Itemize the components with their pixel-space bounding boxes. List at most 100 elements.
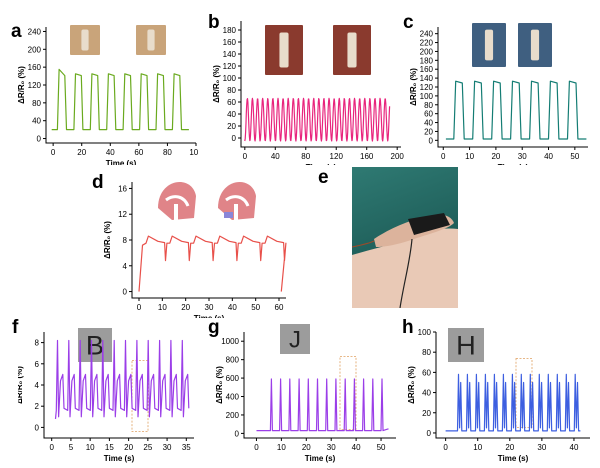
axes-b [240, 21, 401, 148]
handwriting-card-h: H [448, 328, 484, 362]
axes-a [45, 27, 196, 144]
handwritten-letter-f: B [86, 330, 104, 361]
head-anatomy-icon-1 [158, 182, 196, 220]
xlabel-g: Time (s) [305, 454, 336, 463]
ytick-label-b: 120 [223, 62, 237, 71]
ytick-label-g: 1000 [221, 337, 239, 346]
chart-b: 0 20 40 60 80 100 120 140 160 180 0 40 80 120 160 200 Ti… [213, 21, 405, 165]
axes-h [435, 332, 590, 439]
xtick-label-a: 60 [134, 148, 143, 157]
xlabel-b: Time (s) [306, 163, 337, 165]
ytick-label-b: 160 [223, 38, 237, 47]
xtick-label-c: 0 [441, 152, 446, 161]
xlabel-d: Time (s) [194, 314, 225, 318]
xtick-label-d: 50 [251, 303, 260, 312]
head-anatomy-icon-2 [218, 182, 256, 220]
ytick-label-b: 80 [227, 86, 236, 95]
highlight-box-g [339, 355, 357, 430]
ytick-label-b: 20 [227, 122, 236, 131]
panel-letter-a: a [11, 21, 22, 42]
ytick-label-a: 120 [28, 81, 42, 90]
ytick-label-d: 16 [118, 184, 127, 193]
xtick-label-f: 35 [182, 443, 191, 452]
xtick-label-h: 20 [505, 443, 514, 452]
ylabel-c: ΔR/R₀ (%) [410, 68, 418, 106]
photo-c-1 [472, 23, 506, 67]
chart-a: 0 40 80 120 160 200 240 0 20 40 60 80 100 Time (s) ΔR/… [18, 25, 198, 165]
ylabel-d: ΔR/R₀ (%) [103, 221, 112, 259]
xlabel-f: Time (s) [104, 454, 135, 463]
handwriting-card-f: B [78, 328, 112, 362]
xtick-label-g: 20 [302, 443, 311, 452]
axes-g [243, 332, 396, 439]
xtick-label-a: 100 [189, 148, 198, 157]
xtick-label-c: 20 [491, 152, 500, 161]
ytick-label-h: 60 [422, 368, 431, 377]
xtick-label-c: 30 [518, 152, 527, 161]
xtick-label-h: 10 [473, 443, 482, 452]
xtick-label-d: 0 [137, 303, 142, 312]
ytick-label-b: 100 [223, 74, 237, 83]
chart-f: B 0 2 4 6 8 0 5 10 15 20 25 30 35 Time (s) ΔR/R₀ (%) [18, 328, 194, 463]
panel-letter-b: b [208, 12, 220, 33]
ytick-label-b: 0 [232, 134, 237, 143]
axes-c [437, 27, 588, 148]
xtick-label-g: 10 [277, 443, 286, 452]
ytick-label-c: 0 [429, 136, 434, 145]
xtick-label-f: 15 [105, 443, 114, 452]
ylabel-b: ΔR/R₀ (%) [213, 65, 221, 103]
ytick-label-b: 60 [227, 98, 236, 107]
series-line-g [256, 378, 389, 432]
xtick-label-g: 50 [377, 443, 386, 452]
panel-letter-g: g [208, 317, 220, 338]
ytick-label-a: 240 [28, 27, 42, 36]
ytick-label-f: 0 [35, 423, 40, 432]
xtick-label-h: 40 [570, 443, 579, 452]
ytick-label-f: 2 [35, 402, 40, 411]
ytick-label-h: 20 [422, 409, 431, 418]
ytick-label-c: 100 [420, 92, 434, 101]
chart-d: 0 4 8 12 16 0 10 20 30 40 50 60 Time (s) ΔR/R₀ (%) [103, 182, 287, 318]
ytick-label-b: 140 [223, 50, 237, 59]
ytick-label-f: 4 [35, 381, 40, 390]
xlabel-c: Time (s) [498, 163, 529, 165]
axes-f [43, 332, 194, 439]
xtick-label-b: 0 [243, 152, 248, 161]
xtick-label-f: 25 [143, 443, 152, 452]
panel-letter-h: h [402, 317, 414, 338]
ytick-label-a: 160 [28, 63, 42, 72]
ytick-label-c: 40 [424, 119, 433, 128]
series-line-h [445, 373, 581, 432]
handwriting-card-g: J [280, 324, 310, 354]
ytick-label-c: 140 [420, 74, 434, 83]
xtick-label-c: 10 [465, 152, 474, 161]
ytick-label-h: 100 [418, 328, 432, 337]
xtick-label-b: 160 [360, 152, 374, 161]
ytick-label-d: 8 [123, 236, 128, 245]
xtick-label-d: 10 [158, 303, 167, 312]
photo-a-1 [70, 25, 100, 55]
photo-a-2 [136, 25, 166, 55]
xtick-label-f: 0 [49, 443, 54, 452]
xlabel-h: Time (s) [498, 454, 529, 463]
series-line-c [445, 80, 587, 140]
ytick-label-c: 180 [420, 56, 434, 65]
xtick-label-h: 0 [443, 443, 448, 452]
ytick-label-d: 12 [118, 210, 127, 219]
series-line-a [51, 68, 189, 131]
xtick-label-b: 200 [391, 152, 405, 161]
ytick-label-g: 800 [226, 356, 240, 365]
panel-letter-f: f [12, 317, 19, 338]
ytick-label-c: 200 [420, 47, 434, 56]
xtick-label-d: 40 [228, 303, 237, 312]
xtick-label-d: 60 [275, 303, 284, 312]
ytick-label-c: 240 [420, 30, 434, 39]
photo-b-2 [333, 25, 371, 75]
xtick-label-b: 120 [330, 152, 344, 161]
panel-letter-e: e [318, 167, 329, 188]
ytick-label-g: 400 [226, 393, 240, 402]
ytick-label-h: 80 [422, 348, 431, 357]
xtick-label-b: 40 [271, 152, 280, 161]
ytick-label-b: 40 [227, 110, 236, 119]
ytick-label-g: 200 [226, 411, 240, 420]
